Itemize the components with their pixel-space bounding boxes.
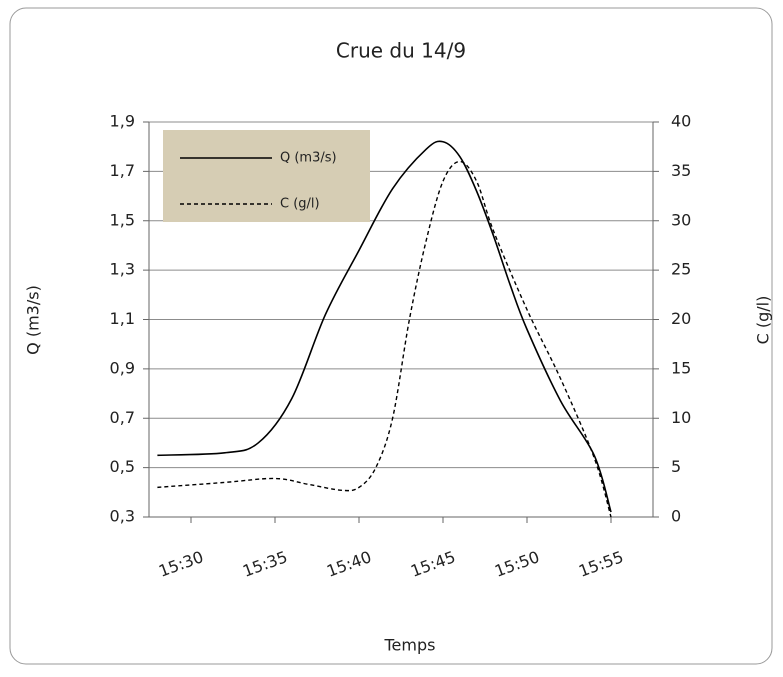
y-tick-label: 1,1 <box>110 309 135 328</box>
legend-label: Q (m3/s) <box>280 151 337 166</box>
data-line <box>157 140 612 513</box>
legend-label: C (g/l) <box>280 197 320 212</box>
y2-tick-label: 10 <box>671 408 691 427</box>
chart-title: Crue du 14/9 <box>336 39 466 63</box>
y-tick-label: 0,5 <box>110 457 135 476</box>
y2-tick-label: 20 <box>671 309 691 328</box>
y-tick-label: 0,9 <box>110 358 135 377</box>
y2-tick-label: 0 <box>671 507 681 526</box>
y-axis-title: Q (m3/s) <box>24 285 43 355</box>
x-axis-title: Temps <box>384 636 436 655</box>
legend: Q (m3/s) C (g/l) <box>163 130 370 222</box>
chart-frame <box>9 7 773 665</box>
data-line <box>157 160 612 518</box>
y2-tick-label: 25 <box>671 260 691 279</box>
y2-tick-label: 30 <box>671 210 691 229</box>
y-tick-label: 1,3 <box>110 260 135 279</box>
y-tick-label: 1,7 <box>110 161 135 180</box>
y2-tick-label: 15 <box>671 358 691 377</box>
y2-tick-label: 35 <box>671 161 691 180</box>
y-tick-label: 1,9 <box>110 112 135 131</box>
y2-axis-title: C (g/l) <box>754 296 773 345</box>
y-tick-label: 1,5 <box>110 210 135 229</box>
y-tick-label: 0,7 <box>110 408 135 427</box>
y2-tick-label: 5 <box>671 457 681 476</box>
legend-box <box>163 130 370 222</box>
y-tick-label: 0,3 <box>110 507 135 526</box>
y2-tick-label: 40 <box>671 112 691 131</box>
